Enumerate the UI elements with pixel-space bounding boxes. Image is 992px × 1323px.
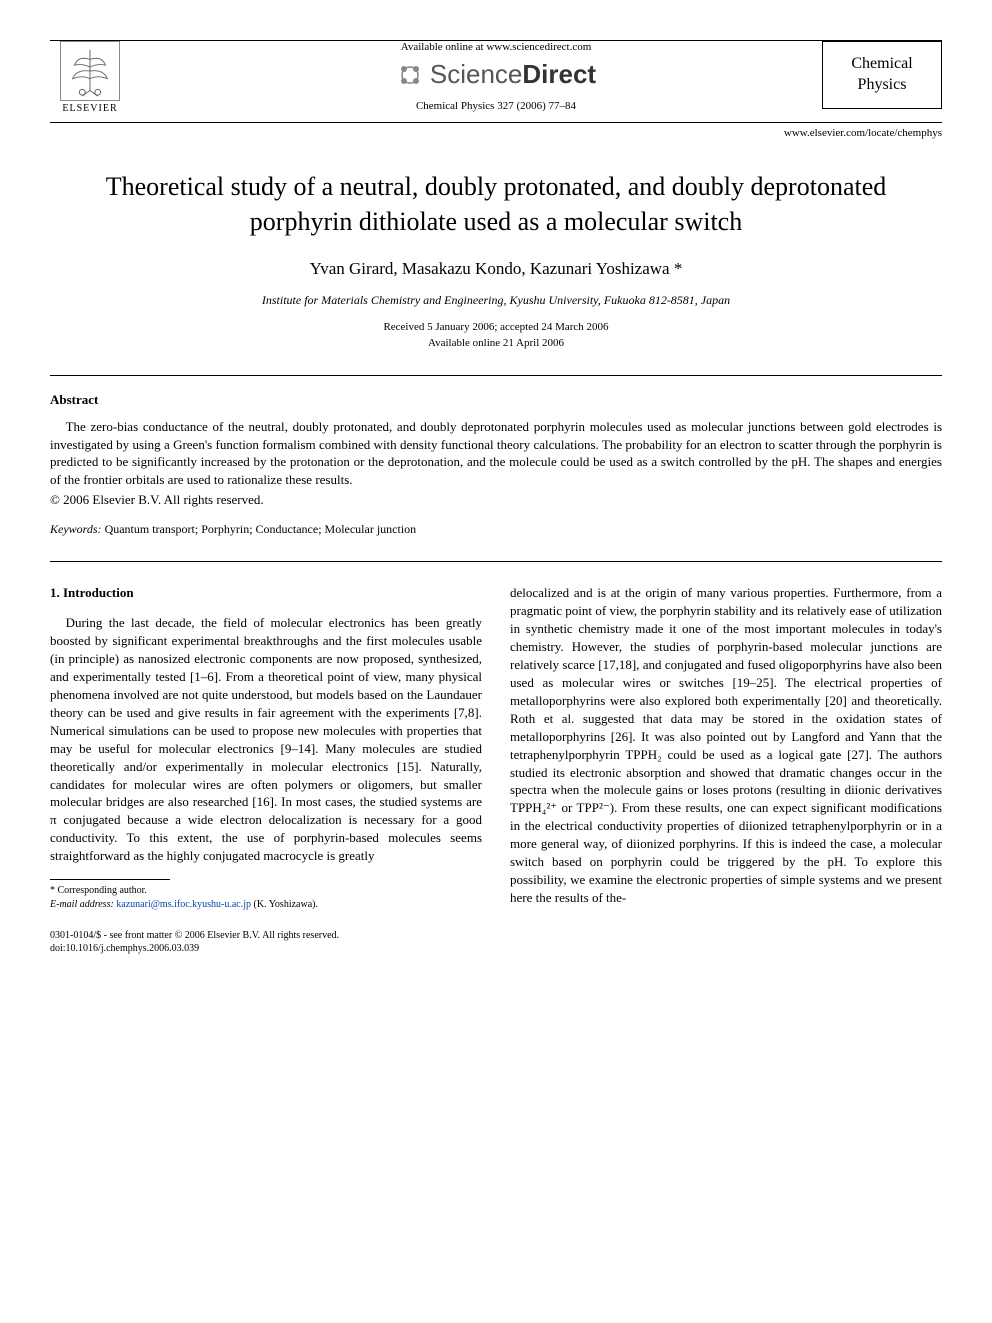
locate-url: www.elsevier.com/locate/chemphys: [50, 127, 942, 139]
elsevier-tree-icon: [60, 41, 120, 101]
email-author: (K. Yoshizawa).: [251, 899, 318, 910]
sd-bold: Direct: [522, 59, 596, 89]
article-title: Theoretical study of a neutral, doubly p…: [90, 169, 902, 239]
col2-para: delocalized and is at the origin of many…: [510, 584, 942, 907]
corresponding-author: * Corresponding author.: [50, 884, 482, 898]
journal-box-wrap: Chemical Physics: [822, 41, 942, 109]
available-online-text: Available online at www.sciencedirect.co…: [246, 41, 746, 53]
email-line: E-mail address: kazunari@ms.ifoc.kyushu-…: [50, 898, 482, 912]
email-label: E-mail address:: [50, 899, 114, 910]
keywords-label: Keywords:: [50, 522, 102, 536]
header-center: Available online at www.sciencedirect.co…: [246, 41, 746, 112]
journal-name-2: Physics: [837, 75, 927, 96]
bottom-matter: 0301-0104/$ - see front matter © 2006 El…: [50, 929, 942, 955]
elsevier-logo: ELSEVIER: [50, 41, 130, 114]
sciencedirect-icon: [396, 61, 424, 89]
abstract-heading: Abstract: [50, 392, 942, 408]
header-row: ELSEVIER Available online at www.science…: [50, 41, 942, 114]
column-right: delocalized and is at the origin of many…: [510, 584, 942, 911]
keywords-line: Keywords: Quantum transport; Porphyrin; …: [50, 522, 942, 537]
copyright: © 2006 Elsevier B.V. All rights reserved…: [50, 492, 942, 508]
section-1-heading: 1. Introduction: [50, 584, 482, 602]
front-matter-line: 0301-0104/$ - see front matter © 2006 El…: [50, 929, 942, 942]
col1-para: During the last decade, the field of mol…: [50, 614, 482, 865]
journal-box: Chemical Physics: [822, 41, 942, 109]
doi-line: doi:10.1016/j.chemphys.2006.03.039: [50, 942, 942, 955]
journal-ref: Chemical Physics 327 (2006) 77–84: [246, 100, 746, 112]
sd-light: Science: [430, 59, 523, 89]
footnote-block: * Corresponding author. E-mail address: …: [50, 884, 482, 911]
body-columns: 1. Introduction During the last decade, …: [50, 584, 942, 911]
affiliation: Institute for Materials Chemistry and En…: [50, 293, 942, 308]
email-address[interactable]: kazunari@ms.ifoc.kyushu-u.ac.jp: [116, 899, 251, 910]
available-online-date: Available online 21 April 2006: [50, 336, 942, 351]
abstract-body: The zero-bias conductance of the neutral…: [50, 419, 942, 487]
sciencedirect-logo: ScienceDirect: [246, 59, 746, 90]
elsevier-label: ELSEVIER: [62, 103, 117, 114]
sciencedirect-text: ScienceDirect: [430, 59, 596, 90]
keywords-text: Quantum transport; Porphyrin; Conductanc…: [102, 522, 417, 536]
received-accepted: Received 5 January 2006; accepted 24 Mar…: [50, 320, 942, 335]
footnote-separator: [50, 879, 170, 880]
abstract-text: The zero-bias conductance of the neutral…: [50, 418, 942, 488]
dates-block: Received 5 January 2006; accepted 24 Mar…: [50, 320, 942, 351]
authors: Yvan Girard, Masakazu Kondo, Kazunari Yo…: [50, 259, 942, 279]
journal-name-1: Chemical: [837, 54, 927, 75]
column-left: 1. Introduction During the last decade, …: [50, 584, 482, 911]
